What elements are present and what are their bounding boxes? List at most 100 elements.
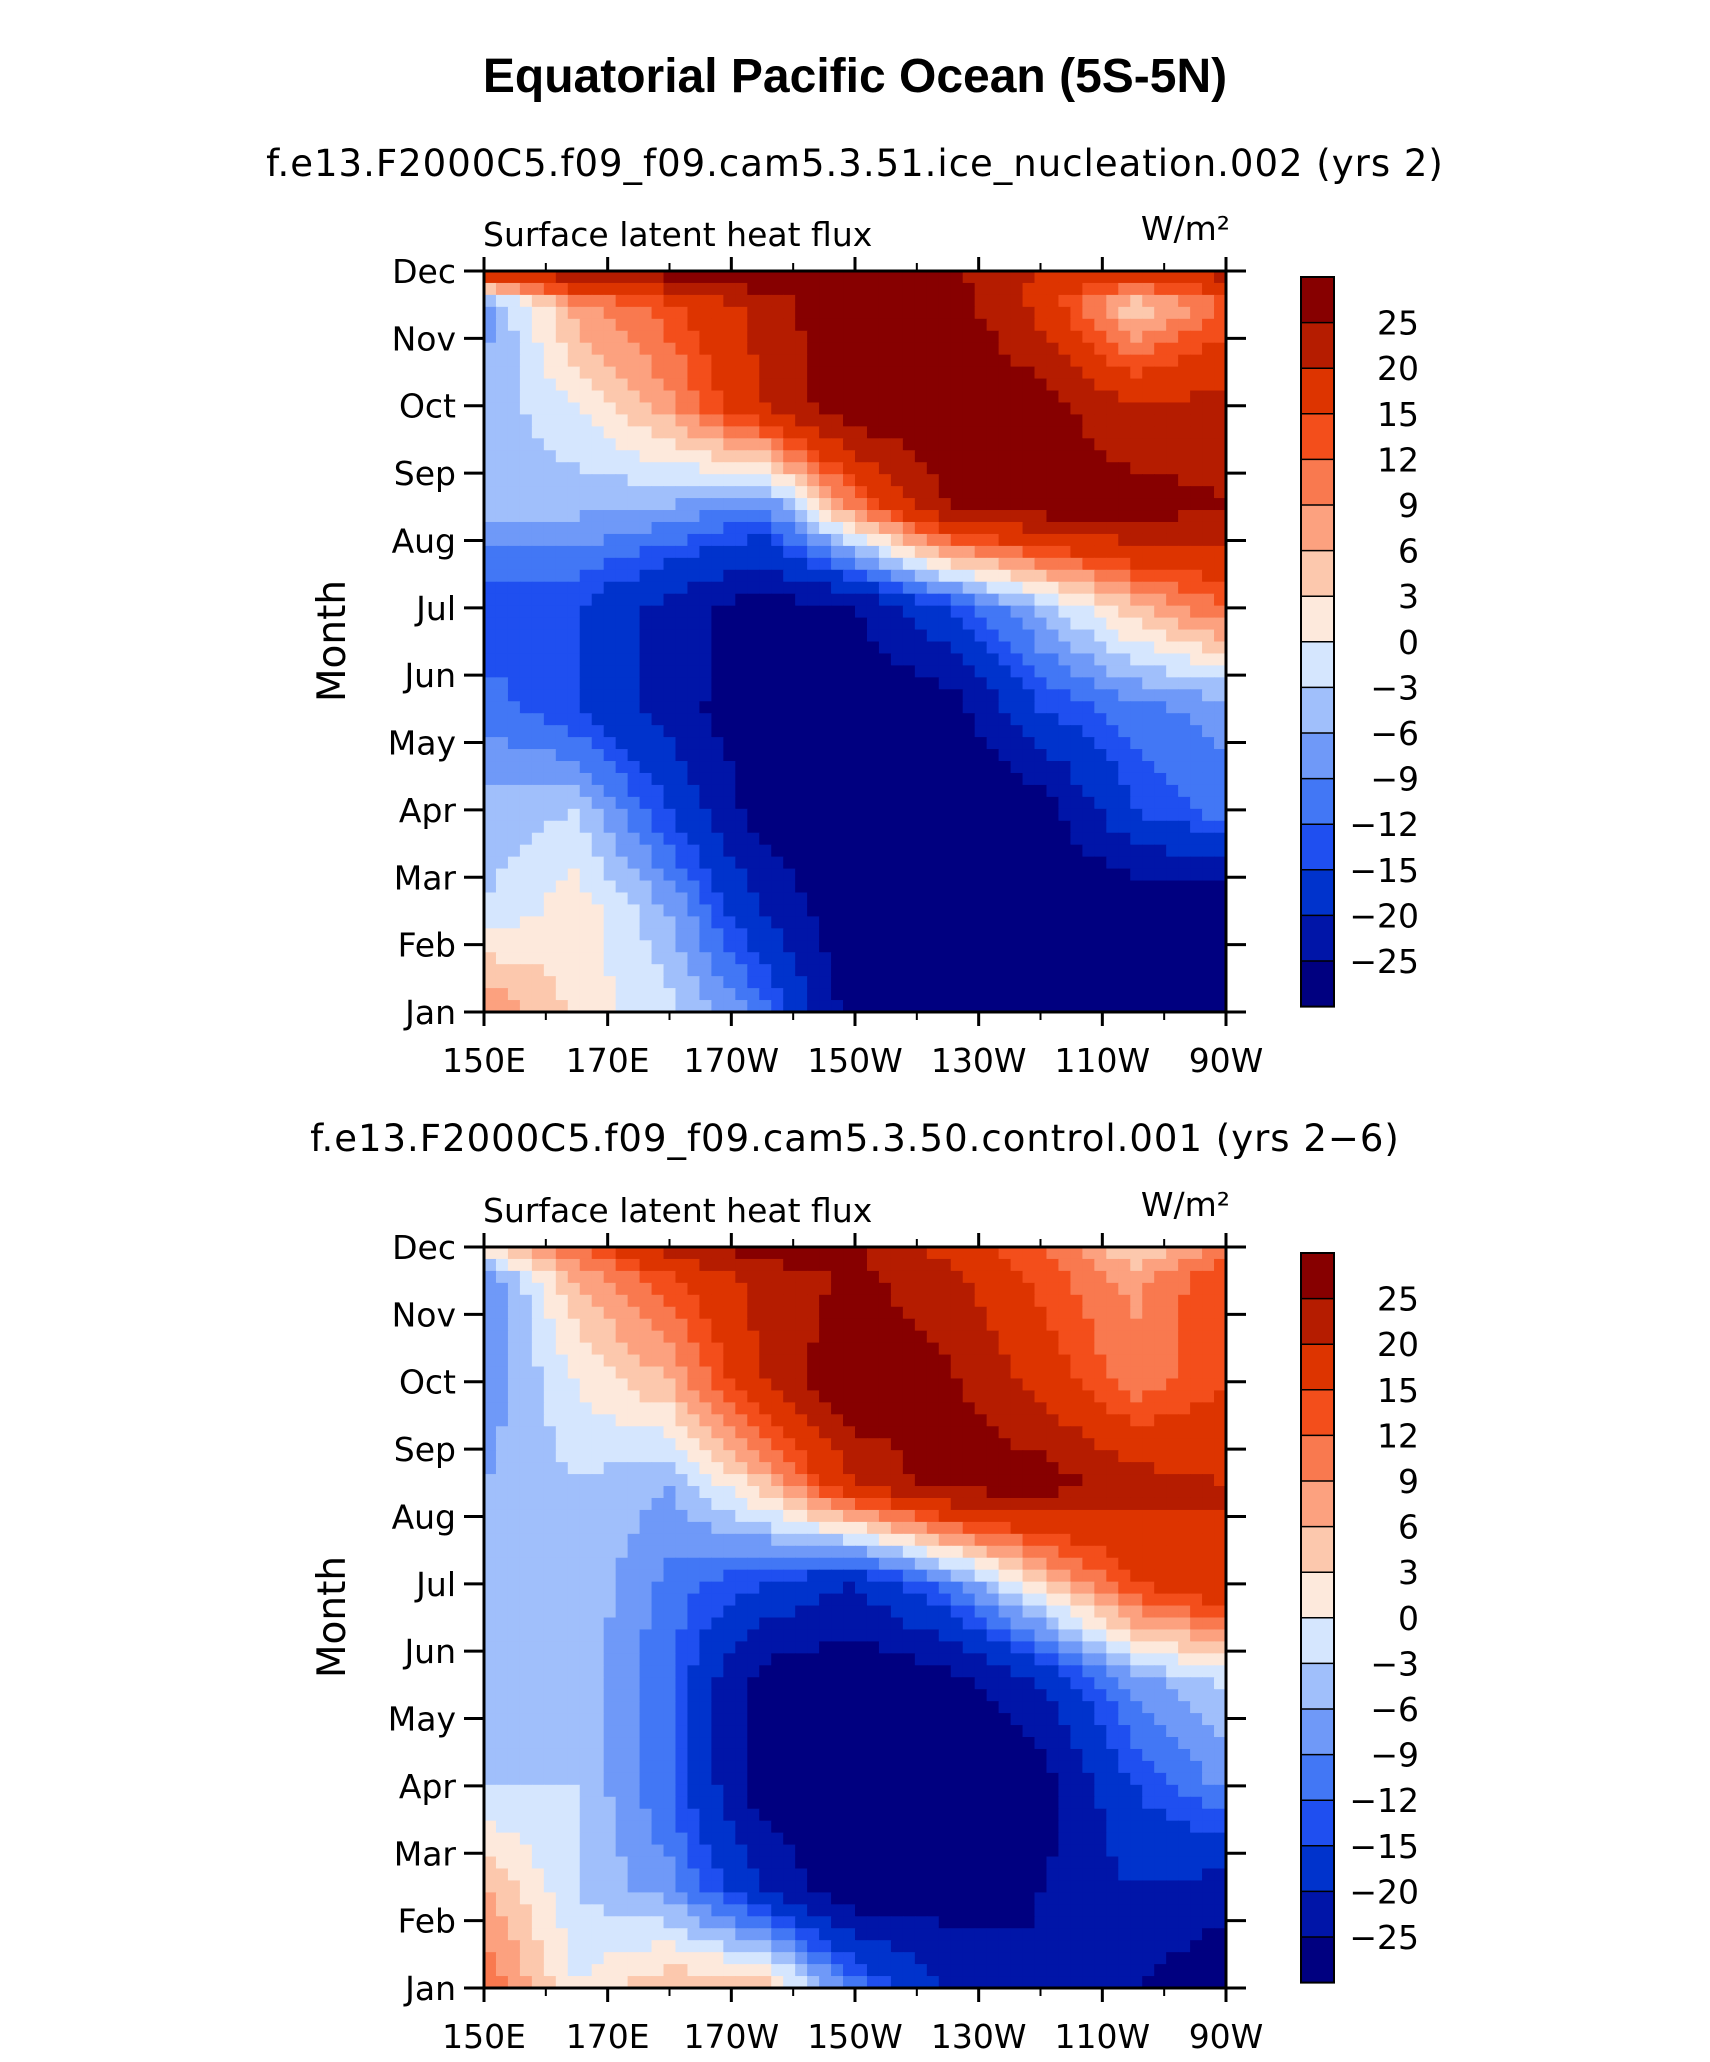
heatmap-cell [663, 498, 677, 511]
heatmap-cell [1094, 641, 1107, 655]
heatmap-cell [555, 641, 569, 655]
heatmap-cell [926, 713, 940, 726]
heatmap-cell [1070, 533, 1083, 547]
heatmap-cell [795, 1414, 808, 1427]
heatmap-cell [627, 868, 641, 882]
heatmap-cell [1190, 784, 1203, 798]
heatmap-cell [1190, 342, 1203, 356]
heatmap-cell [1022, 988, 1036, 1001]
heatmap-cell [555, 1426, 569, 1439]
heatmap-cell [962, 330, 976, 344]
heatmap-cell [699, 641, 712, 655]
heatmap-cell [711, 976, 724, 989]
heatmap-cell [819, 402, 832, 416]
heatmap-cell [1070, 378, 1083, 392]
heatmap-cell [543, 1306, 557, 1320]
heatmap-cell [831, 916, 844, 929]
heatmap-cell [1082, 677, 1095, 690]
heatmap-cell [914, 665, 928, 678]
heatmap-cell [747, 521, 760, 535]
heatmap-cell [1046, 1354, 1060, 1368]
heatmap-cell [723, 1282, 736, 1296]
heatmap-cell [938, 1306, 952, 1320]
heatmap-cell [1214, 856, 1227, 870]
heatmap-cell [950, 677, 964, 690]
heatmap-cell [615, 1306, 629, 1320]
heatmap-cell [1166, 533, 1179, 547]
heatmap-cell [1070, 1330, 1083, 1344]
heatmap-cell [675, 749, 689, 762]
heatmap-cell [962, 306, 976, 320]
heatmap-cell [543, 1426, 557, 1439]
heatmap-cell [974, 438, 988, 451]
heatmap-cell [890, 581, 904, 595]
heatmap-cell [531, 701, 545, 714]
heatmap-cell [1166, 737, 1179, 750]
heatmap-cell [890, 1282, 904, 1296]
heatmap-cell [1154, 390, 1167, 404]
heatmap-cell [567, 904, 581, 917]
heatmap-cell [1034, 426, 1048, 439]
heatmap-cell [627, 940, 641, 953]
heatmap-cell [843, 557, 856, 571]
heatmap-cell [675, 1330, 689, 1344]
heatmap-cell [1106, 988, 1119, 1001]
heatmap-cell [495, 498, 509, 511]
heatmap-cell [759, 1426, 772, 1439]
heatmap-cell [1106, 916, 1119, 929]
heatmap-cell [902, 366, 916, 380]
heatmap-cell [1214, 402, 1227, 416]
heatmap-cell [986, 952, 1000, 965]
heatmap-cell [1214, 593, 1227, 607]
heatmap-cell [663, 940, 677, 953]
heatmap-cell [1154, 462, 1167, 475]
colorbar-label: 6 [1398, 532, 1419, 571]
heatmap-cell [543, 605, 557, 619]
heatmap-cell [615, 474, 629, 487]
heatmap-cell [926, 749, 940, 762]
heatmap-cell [639, 1378, 653, 1392]
heatmap-cell [1046, 510, 1060, 523]
heatmap-cell [507, 856, 521, 870]
heatmap-cell [1130, 402, 1143, 416]
heatmap-cell [519, 426, 533, 439]
heatmap-cell [567, 713, 581, 726]
heatmap-cell [807, 629, 820, 643]
heatmap-cell [1106, 641, 1119, 655]
heatmap-cell [1022, 940, 1036, 953]
heatmap-cell [507, 414, 521, 427]
heatmap-cell [495, 1282, 509, 1296]
heatmap-cell [519, 581, 533, 595]
heatmap-cell [1154, 749, 1167, 762]
heatmap-cell [926, 330, 940, 344]
heatmap-cell [950, 844, 964, 858]
heatmap-cell [1118, 545, 1131, 559]
heatmap-cell [1214, 689, 1227, 702]
heatmap-cell [747, 928, 760, 941]
heatmap-cell [986, 390, 1000, 404]
heatmap-cell [1178, 605, 1191, 619]
heatmap-cell [531, 1366, 545, 1380]
heatmap-cell [759, 976, 772, 989]
heatmap-cell [926, 856, 940, 870]
heatmap-cell [543, 844, 557, 858]
heatmap-cell [627, 533, 641, 547]
heatmap-cell [1214, 426, 1227, 439]
heatmap-cell [591, 701, 605, 714]
heatmap-cell [1166, 545, 1179, 559]
heatmap-cell [819, 354, 832, 368]
heatmap-cell [1070, 438, 1083, 451]
heatmap-cell [1142, 701, 1155, 714]
heatmap-cell [507, 940, 521, 953]
heatmap-cell [759, 1402, 772, 1415]
heatmap-cell [735, 545, 748, 559]
heatmap-cell [926, 474, 940, 487]
heatmap-cell [914, 761, 928, 774]
heatmap-cell [651, 1000, 665, 1013]
heatmap-cell [866, 1294, 880, 1308]
heatmap-cell [878, 832, 892, 846]
heatmap-cell [639, 928, 653, 941]
heatmap-cell [974, 330, 988, 344]
heatmap-cell [890, 617, 904, 631]
heatmap-cell [1190, 521, 1203, 535]
